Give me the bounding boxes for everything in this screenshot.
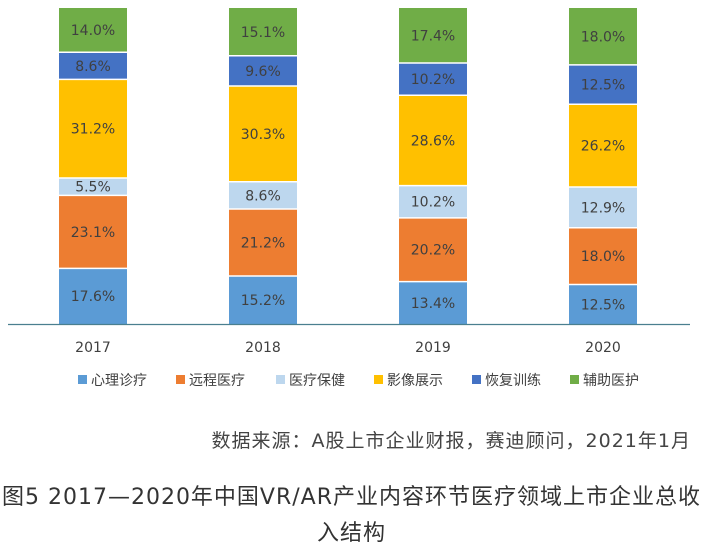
legend-swatch (472, 375, 481, 384)
data-label: 5.5% (75, 180, 111, 196)
legend-swatch (78, 375, 87, 384)
data-label: 9.6% (245, 64, 281, 80)
x-tick-label: 2017 (75, 340, 111, 356)
data-label: 10.2% (411, 72, 455, 88)
bar-segment (229, 275, 297, 324)
bar-segment (569, 8, 637, 65)
bar-segment (569, 227, 637, 285)
data-label: 12.9% (581, 200, 625, 216)
figure-caption: 图5 2017—2020年中国VR/AR产业内容环节医疗领域上市企业总收入结构 (1, 485, 702, 546)
legend-label: 远程医疗 (189, 373, 245, 389)
data-label: 17.6% (71, 289, 115, 305)
data-label: 8.6% (75, 59, 111, 75)
stacked-bar-chart: 17.6% 23.1% 5.5% 31.2% 8.6% 14.0% 2017 15.2% 21.… (8, 8, 690, 389)
legend-swatch (570, 375, 579, 384)
bar-segment (229, 86, 297, 182)
bar-segment (229, 8, 297, 56)
bar-segment (229, 181, 297, 209)
bar-segment (59, 79, 127, 179)
bar-segment (399, 281, 467, 324)
legend-label: 影像展示 (387, 373, 443, 389)
bar-segment (399, 217, 467, 282)
legend-item: 辅助医护 (570, 373, 639, 389)
legend-item: 影像展示 (374, 373, 443, 389)
legend-item: 远程医疗 (176, 373, 245, 389)
data-label: 12.5% (581, 78, 625, 94)
bar-segment (399, 95, 467, 186)
bar-segment (569, 104, 637, 187)
legend-label: 辅助医护 (583, 373, 639, 389)
bar-segment (59, 268, 127, 324)
x-tick-label: 2018 (245, 340, 281, 356)
data-label: 13.4% (411, 296, 455, 312)
data-label: 8.6% (245, 188, 281, 204)
data-label: 18.0% (581, 249, 625, 265)
bar-segment (399, 8, 467, 63)
data-label: 26.2% (581, 139, 625, 155)
bar-segment (569, 186, 637, 228)
bar-segment (229, 55, 297, 87)
legend-swatch (276, 375, 285, 384)
bar-segment (229, 208, 297, 276)
data-label: 10.2% (411, 195, 455, 211)
x-tick-label: 2019 (415, 340, 451, 356)
legend-swatch (176, 375, 185, 384)
legend-label: 心理诊疗 (91, 373, 147, 389)
source-note: 数据来源：A股上市企业财报，赛迪顾问，2021年1月 (211, 430, 691, 452)
data-label: 21.2% (241, 235, 285, 251)
bar-segment (59, 8, 127, 53)
data-label: 12.5% (581, 297, 625, 313)
bar-segment (569, 64, 637, 105)
bar-segment (59, 178, 127, 196)
legend-item: 医疗保健 (276, 373, 345, 389)
data-label: 15.1% (241, 25, 285, 41)
data-label: 23.1% (71, 225, 115, 241)
data-label: 30.3% (241, 127, 285, 143)
bar-segment (399, 62, 467, 96)
bar-segment (569, 284, 637, 324)
bar-segment (59, 52, 127, 80)
data-label: 28.6% (411, 133, 455, 149)
data-label: 31.2% (71, 122, 115, 138)
bar-segment (59, 195, 127, 269)
legend-item: 恢复训练 (472, 372, 541, 389)
legend-swatch (374, 375, 383, 384)
data-label: 18.0% (581, 29, 625, 45)
bar-segment (399, 185, 467, 218)
data-label: 15.2% (241, 293, 285, 309)
data-label: 17.4% (411, 28, 455, 44)
legend-label: 恢复训练 (485, 372, 541, 389)
data-label: 20.2% (411, 243, 455, 259)
x-tick-label: 2020 (585, 340, 621, 356)
legend-item: 心理诊疗 (78, 373, 147, 389)
legend-label: 医疗保健 (289, 373, 345, 389)
data-label: 14.0% (71, 23, 115, 39)
